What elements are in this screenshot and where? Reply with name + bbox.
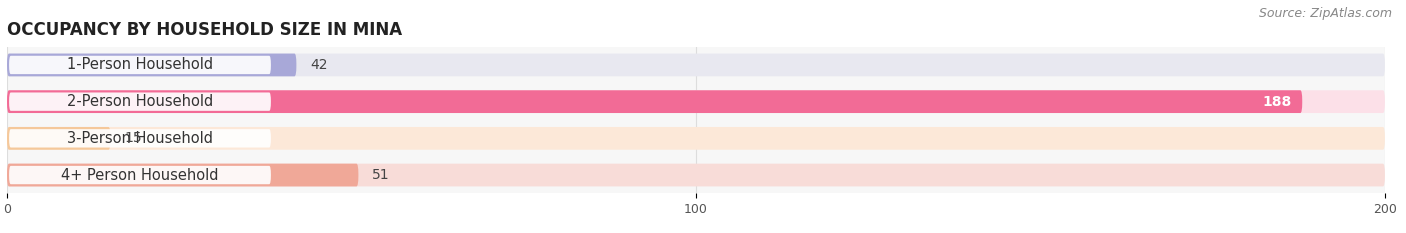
FancyBboxPatch shape (8, 129, 271, 147)
FancyBboxPatch shape (8, 56, 271, 74)
Text: Source: ZipAtlas.com: Source: ZipAtlas.com (1258, 7, 1392, 20)
FancyBboxPatch shape (8, 93, 271, 111)
FancyBboxPatch shape (7, 54, 1385, 76)
FancyBboxPatch shape (7, 127, 111, 150)
FancyBboxPatch shape (7, 164, 359, 186)
Text: 3-Person Household: 3-Person Household (67, 131, 212, 146)
Text: 1-Person Household: 1-Person Household (67, 58, 214, 72)
Text: 188: 188 (1263, 95, 1292, 109)
FancyBboxPatch shape (8, 166, 271, 184)
Text: 2-Person Household: 2-Person Household (67, 94, 214, 109)
Text: 51: 51 (373, 168, 389, 182)
FancyBboxPatch shape (7, 90, 1385, 113)
FancyBboxPatch shape (7, 127, 1385, 150)
FancyBboxPatch shape (7, 90, 1302, 113)
FancyBboxPatch shape (7, 164, 1385, 186)
Text: OCCUPANCY BY HOUSEHOLD SIZE IN MINA: OCCUPANCY BY HOUSEHOLD SIZE IN MINA (7, 21, 402, 39)
Text: 42: 42 (311, 58, 328, 72)
Text: 15: 15 (124, 131, 142, 145)
Text: 4+ Person Household: 4+ Person Household (62, 168, 219, 182)
FancyBboxPatch shape (7, 54, 297, 76)
